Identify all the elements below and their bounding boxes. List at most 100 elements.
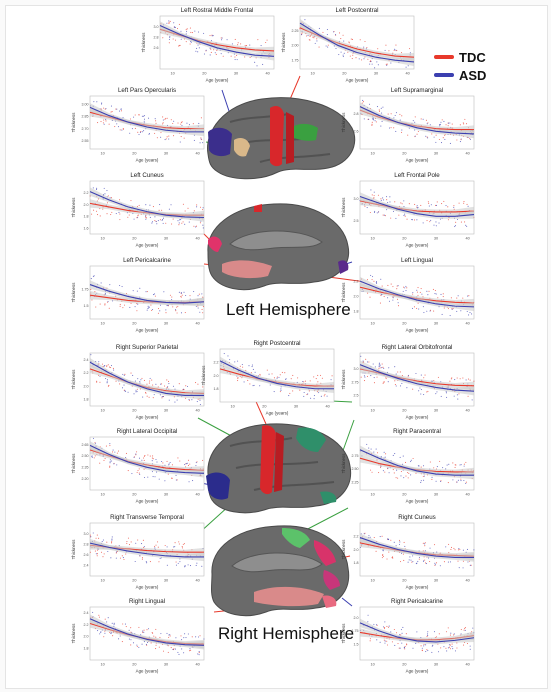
scatter-point: [202, 209, 204, 211]
scatter-point: [385, 453, 387, 455]
scatter-point: [116, 123, 118, 125]
scatter-point: [397, 477, 399, 479]
x-tick-label: 10: [101, 579, 105, 583]
scatter-point: [102, 208, 104, 210]
scatter-point: [431, 478, 433, 481]
scatter-point: [185, 463, 187, 465]
scatter-point: [371, 63, 373, 65]
x-axis-label: Age (years): [136, 669, 159, 674]
chart-panel-right-lateral-occipital: Right Lateral Occipital 10 20 30 40 2.20 2.35 2…: [70, 426, 210, 504]
scatter-point: [199, 142, 201, 144]
x-tick-label: 20: [402, 493, 406, 497]
scatter-point: [444, 138, 446, 140]
scatter-point: [430, 219, 432, 221]
x-tick-label: 40: [196, 237, 200, 241]
scatter-point: [412, 293, 414, 295]
scatter-point: [443, 120, 445, 123]
scatter-point: [424, 545, 426, 547]
series-line-asd: [359, 364, 475, 392]
scatter-point: [95, 188, 98, 191]
scatter-point: [158, 209, 160, 211]
x-tick-label: 10: [101, 322, 105, 326]
scatter-point: [447, 647, 449, 649]
scatter-point: [340, 51, 342, 53]
x-tick-label: 30: [164, 493, 168, 497]
scatter-point: [466, 642, 469, 645]
y-tick-label: 2.35: [82, 466, 89, 470]
scatter-point: [435, 480, 437, 482]
scatter-point: [442, 137, 444, 139]
scatter-point: [465, 379, 467, 381]
scatter-point: [199, 635, 201, 637]
scatter-point: [420, 645, 422, 647]
scatter-point: [445, 391, 447, 393]
scatter-point: [107, 550, 109, 553]
scatter-point: [222, 55, 224, 57]
scatter-point: [150, 642, 152, 644]
scatter-point: [394, 644, 396, 647]
scatter-point: [104, 457, 106, 460]
scatter-point: [453, 547, 455, 549]
scatter-point: [378, 211, 380, 213]
chart-title: Right Pericalcarine: [391, 598, 443, 605]
scatter-point: [355, 57, 357, 59]
y-tick-label: 2.75: [352, 380, 359, 384]
scatter-point: [373, 191, 375, 193]
scatter-point: [254, 61, 256, 63]
scatter-point: [189, 463, 191, 465]
scatter-point: [375, 550, 377, 552]
scatter-point: [180, 635, 182, 637]
scatter-point: [109, 631, 111, 633]
scatter-point: [210, 40, 213, 42]
scatter-point: [172, 648, 174, 650]
series-line-asd: [359, 280, 475, 308]
scatter-point: [168, 20, 170, 22]
scatter-point: [352, 54, 354, 56]
y-axis-label: Thickness: [341, 112, 346, 133]
x-tick-label: 20: [342, 72, 346, 76]
scatter-point: [424, 543, 426, 545]
x-tick-label: 40: [266, 72, 270, 76]
scatter-point: [460, 221, 462, 223]
y-tick-label: 2.8: [154, 36, 159, 40]
scatter-point: [96, 553, 99, 555]
scatter-point: [169, 36, 171, 38]
scatter-point: [439, 565, 441, 567]
scatter-point: [148, 307, 150, 309]
scatter-point: [169, 635, 171, 637]
scatter-point: [370, 448, 372, 450]
scatter-point: [177, 220, 179, 222]
scatter-point: [252, 385, 254, 387]
scatter-point: [139, 555, 141, 557]
scatter-point: [451, 123, 453, 125]
scatter-point: [399, 119, 401, 121]
scatter-point: [435, 393, 437, 395]
scatter-point: [400, 52, 403, 54]
scatter-point: [139, 381, 141, 383]
scatter-point: [361, 59, 363, 61]
scatter-point: [128, 629, 130, 631]
scatter-point: [199, 311, 201, 313]
scatter-point: [393, 48, 396, 50]
scatter-point: [404, 461, 407, 464]
scatter-point: [371, 124, 373, 126]
scatter-point: [384, 621, 386, 623]
scatter-point: [288, 395, 290, 397]
scatter-point: [399, 385, 402, 387]
scatter-point: [170, 647, 172, 649]
scatter-point: [447, 482, 449, 484]
y-axis-label: Thickness: [341, 623, 346, 644]
scatter-point: [182, 221, 184, 223]
scatter-point: [379, 302, 381, 304]
scatter-point: [164, 480, 166, 482]
scatter-point: [203, 638, 205, 640]
scatter-point: [404, 645, 406, 647]
chart-title: Left Postcentral: [336, 7, 379, 14]
confidence-band: [160, 21, 274, 61]
scatter-point: [147, 454, 149, 456]
scatter-point: [406, 218, 408, 220]
scatter-point: [93, 275, 95, 277]
x-tick-label: 40: [196, 322, 200, 326]
scatter-point: [161, 460, 163, 463]
